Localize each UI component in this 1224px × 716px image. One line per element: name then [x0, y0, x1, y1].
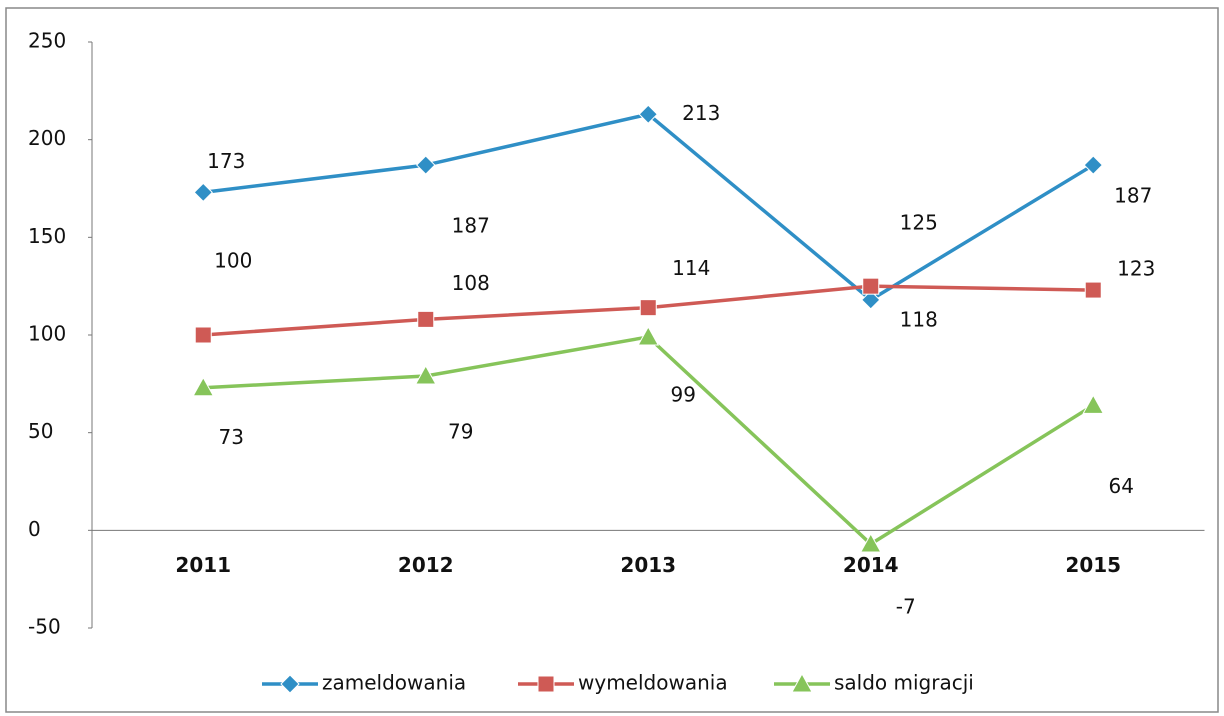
chart-frame — [5, 7, 1219, 713]
data-label: 73 — [219, 425, 244, 449]
x-tick-label: 2013 — [620, 553, 676, 577]
series-line — [203, 112, 1095, 302]
marker — [637, 325, 660, 346]
y-tick-label: 200 — [28, 126, 66, 150]
y-tick-label: 150 — [28, 224, 66, 248]
data-label: 213 — [682, 101, 720, 125]
data-label: 100 — [214, 249, 252, 273]
data-label: 118 — [900, 307, 938, 331]
data-label: 79 — [448, 420, 473, 444]
legend-item: wymeldowania — [518, 671, 728, 695]
y-tick-label: 50 — [28, 419, 53, 443]
legend-item: saldo migracji — [774, 671, 974, 695]
legend-label: saldo migracji — [834, 671, 974, 695]
x-tick-label: 2014 — [843, 553, 899, 577]
data-label: 173 — [207, 149, 245, 173]
legend-item: zameldowania — [262, 671, 466, 695]
marker — [861, 290, 881, 310]
y-tick-label: 250 — [28, 29, 66, 53]
data-label: 108 — [452, 271, 490, 295]
marker — [638, 104, 658, 124]
data-label: 125 — [900, 211, 938, 235]
data-label: 64 — [1109, 474, 1134, 498]
marker — [193, 182, 213, 203]
marker — [639, 299, 657, 317]
marker — [192, 376, 215, 397]
x-tick-label: 2011 — [175, 553, 231, 577]
marker — [1082, 394, 1105, 414]
data-label: 187 — [452, 214, 490, 238]
data-label: -7 — [896, 595, 916, 619]
data-label: 114 — [672, 256, 710, 280]
x-tick-label: 2012 — [398, 553, 454, 577]
marker — [416, 155, 436, 175]
data-label: 123 — [1117, 257, 1155, 281]
marker — [1084, 281, 1102, 299]
marker — [1083, 155, 1103, 175]
marker — [417, 310, 435, 328]
y-tick-label: 0 — [28, 517, 41, 541]
legend-label: wymeldowania — [578, 671, 728, 695]
marker — [859, 532, 882, 553]
marker — [280, 674, 300, 694]
marker — [862, 277, 880, 295]
x-tick-label: 2015 — [1065, 553, 1121, 577]
y-tick-label: -50 — [28, 615, 61, 639]
marker — [414, 364, 437, 385]
marker — [537, 675, 555, 693]
legend-label: zameldowania — [322, 671, 466, 695]
series-line — [203, 335, 1095, 547]
data-label: 99 — [671, 382, 696, 406]
marker — [791, 672, 813, 693]
marker — [194, 326, 212, 344]
y-tick-label: 100 — [28, 322, 66, 346]
data-label: 187 — [1114, 184, 1152, 208]
